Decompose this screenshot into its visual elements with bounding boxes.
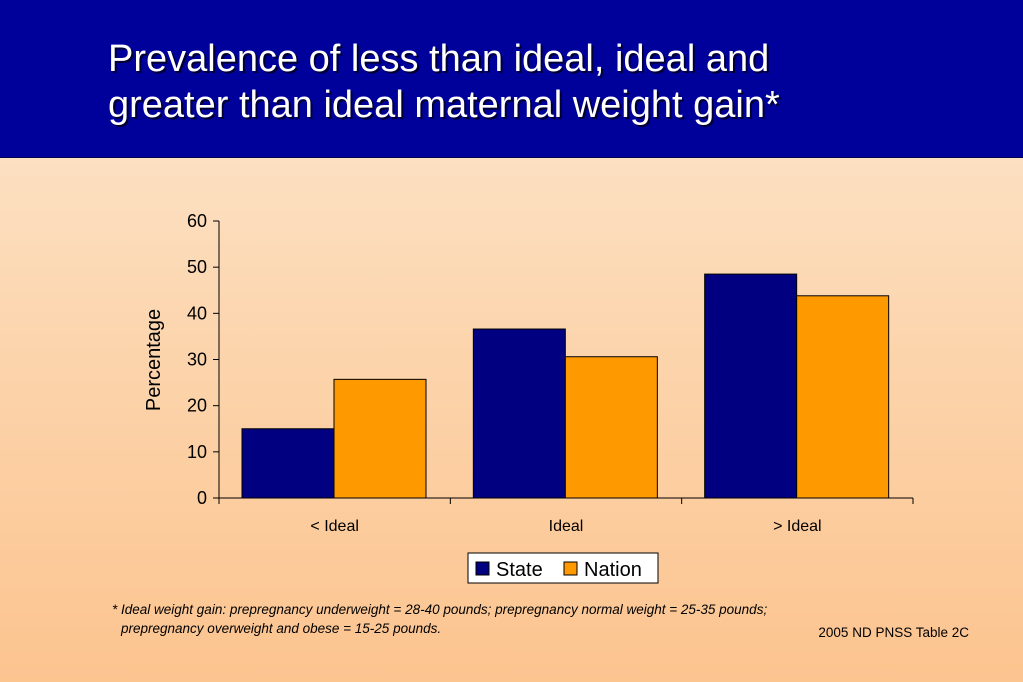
legend-box: [467, 552, 659, 584]
y-tick-label: 10: [187, 442, 207, 462]
bar-state-2: [704, 273, 798, 499]
bar-state-1: [472, 328, 566, 499]
slide-title-line-2: greater than ideal maternal weight gain*: [108, 84, 780, 126]
y-tick-label: 50: [187, 257, 207, 277]
legend-label-nation: Nation: [584, 559, 642, 581]
footnote-line-1: * Ideal weight gain: prepregnancy underw…: [112, 602, 768, 617]
y-axis-title: Percentage: [143, 309, 165, 411]
footnote-line-2: prepregnancy overweight and obese = 15-2…: [121, 621, 442, 636]
source-citation: 2005 ND PNSS Table 2C: [818, 625, 969, 640]
footnote: * Ideal weight gain: prepregnancy underw…: [112, 600, 872, 638]
title-banner: Prevalence of less than ideal, ideal and…: [0, 0, 1023, 158]
bar-nation-2: [796, 295, 890, 499]
slide-title: Prevalence of less than ideal, ideal and…: [108, 36, 968, 128]
legend-swatch-state: [475, 561, 490, 576]
slide-title-line-1: Prevalence of less than ideal, ideal and: [108, 38, 770, 80]
x-tick-label: Ideal: [549, 518, 584, 535]
y-tick-label: 0: [197, 488, 207, 508]
y-tick-label: 60: [187, 211, 207, 231]
legend-label-state: State: [496, 559, 543, 581]
y-tick-label: 40: [187, 303, 207, 323]
x-tick-label: > Ideal: [773, 518, 821, 535]
x-tick-label: < Ideal: [310, 518, 358, 535]
bar-nation-1: [564, 356, 658, 499]
bar-state-0: [241, 428, 335, 499]
y-tick-label: 20: [187, 396, 207, 416]
y-tick-label: 30: [187, 350, 207, 370]
legend-swatch-nation: [563, 561, 578, 576]
bar-nation-0: [333, 378, 427, 499]
